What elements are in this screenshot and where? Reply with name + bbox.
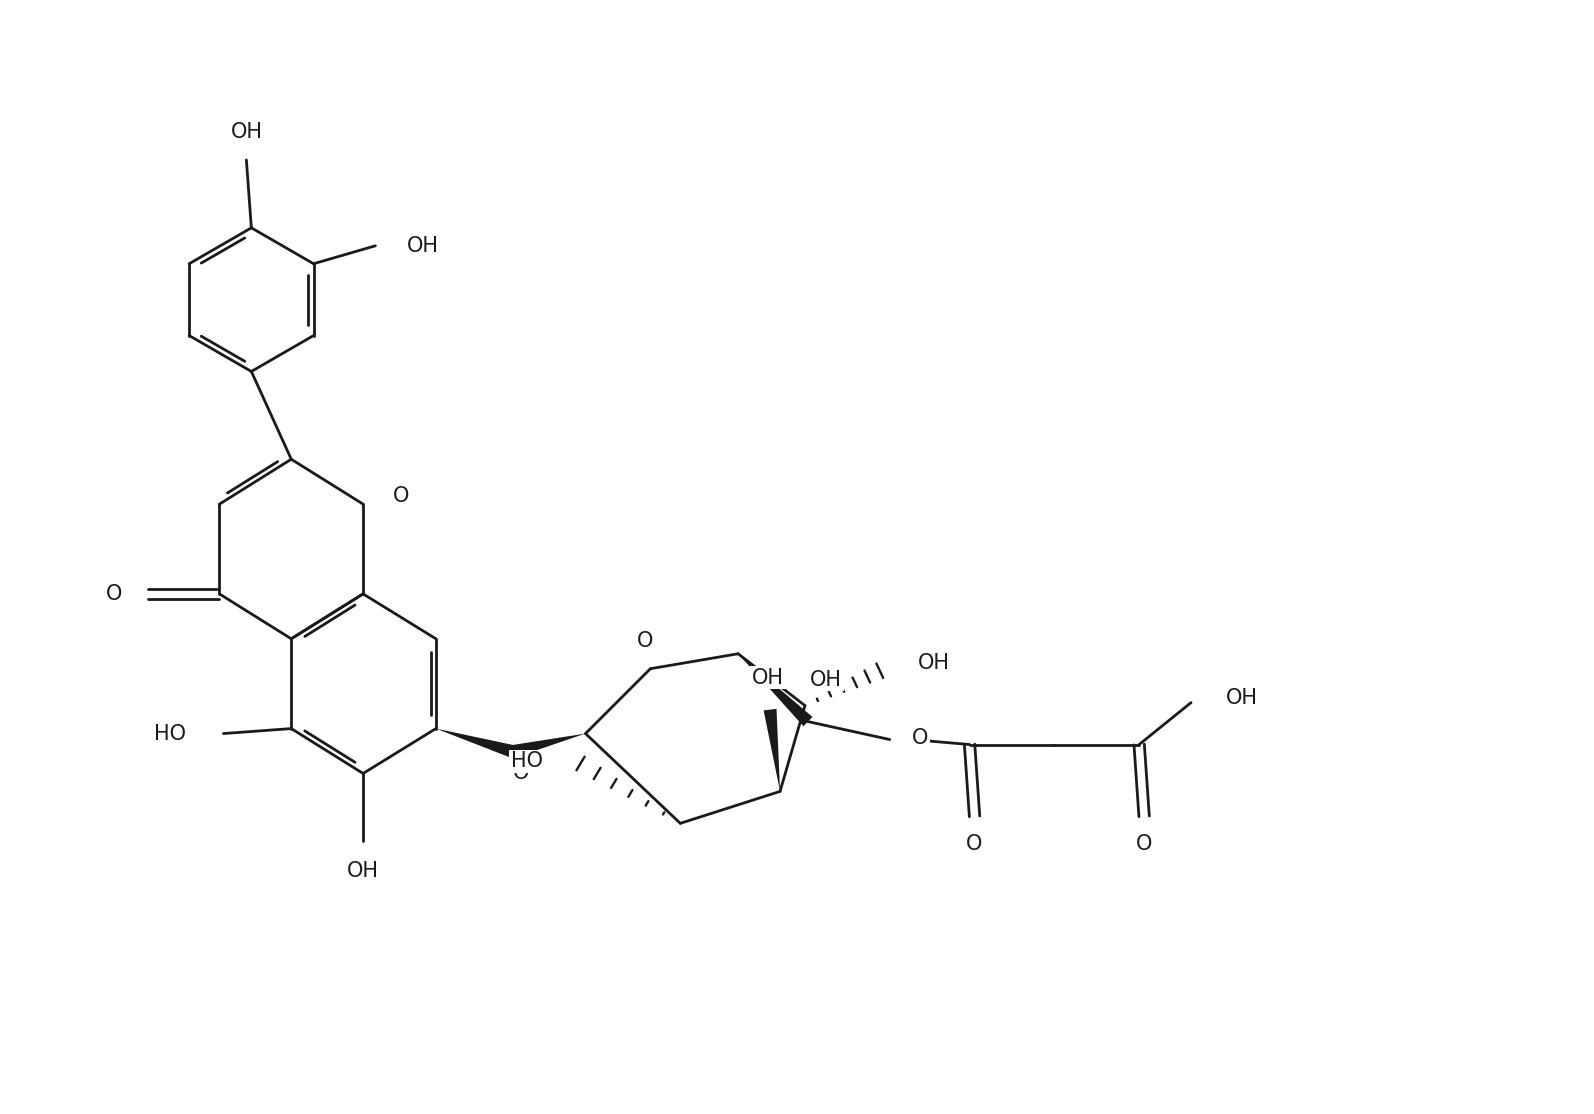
Polygon shape: [435, 729, 515, 758]
Text: O: O: [966, 834, 983, 854]
Polygon shape: [764, 709, 779, 791]
Text: O: O: [107, 584, 123, 604]
Text: O: O: [1137, 834, 1152, 854]
Text: O: O: [638, 631, 654, 651]
Text: OH: OH: [347, 861, 379, 881]
Polygon shape: [738, 654, 813, 726]
Text: O: O: [513, 763, 529, 783]
Text: HO: HO: [510, 752, 542, 772]
Polygon shape: [512, 733, 585, 758]
Text: OH: OH: [918, 653, 950, 673]
Text: O: O: [394, 486, 410, 506]
Text: OH: OH: [231, 123, 263, 143]
Text: OH: OH: [408, 236, 440, 256]
Text: HO: HO: [153, 724, 185, 743]
Text: OH: OH: [752, 667, 784, 687]
Text: O: O: [912, 727, 928, 747]
Text: OH: OH: [1226, 687, 1258, 707]
Text: OH: OH: [810, 670, 842, 690]
